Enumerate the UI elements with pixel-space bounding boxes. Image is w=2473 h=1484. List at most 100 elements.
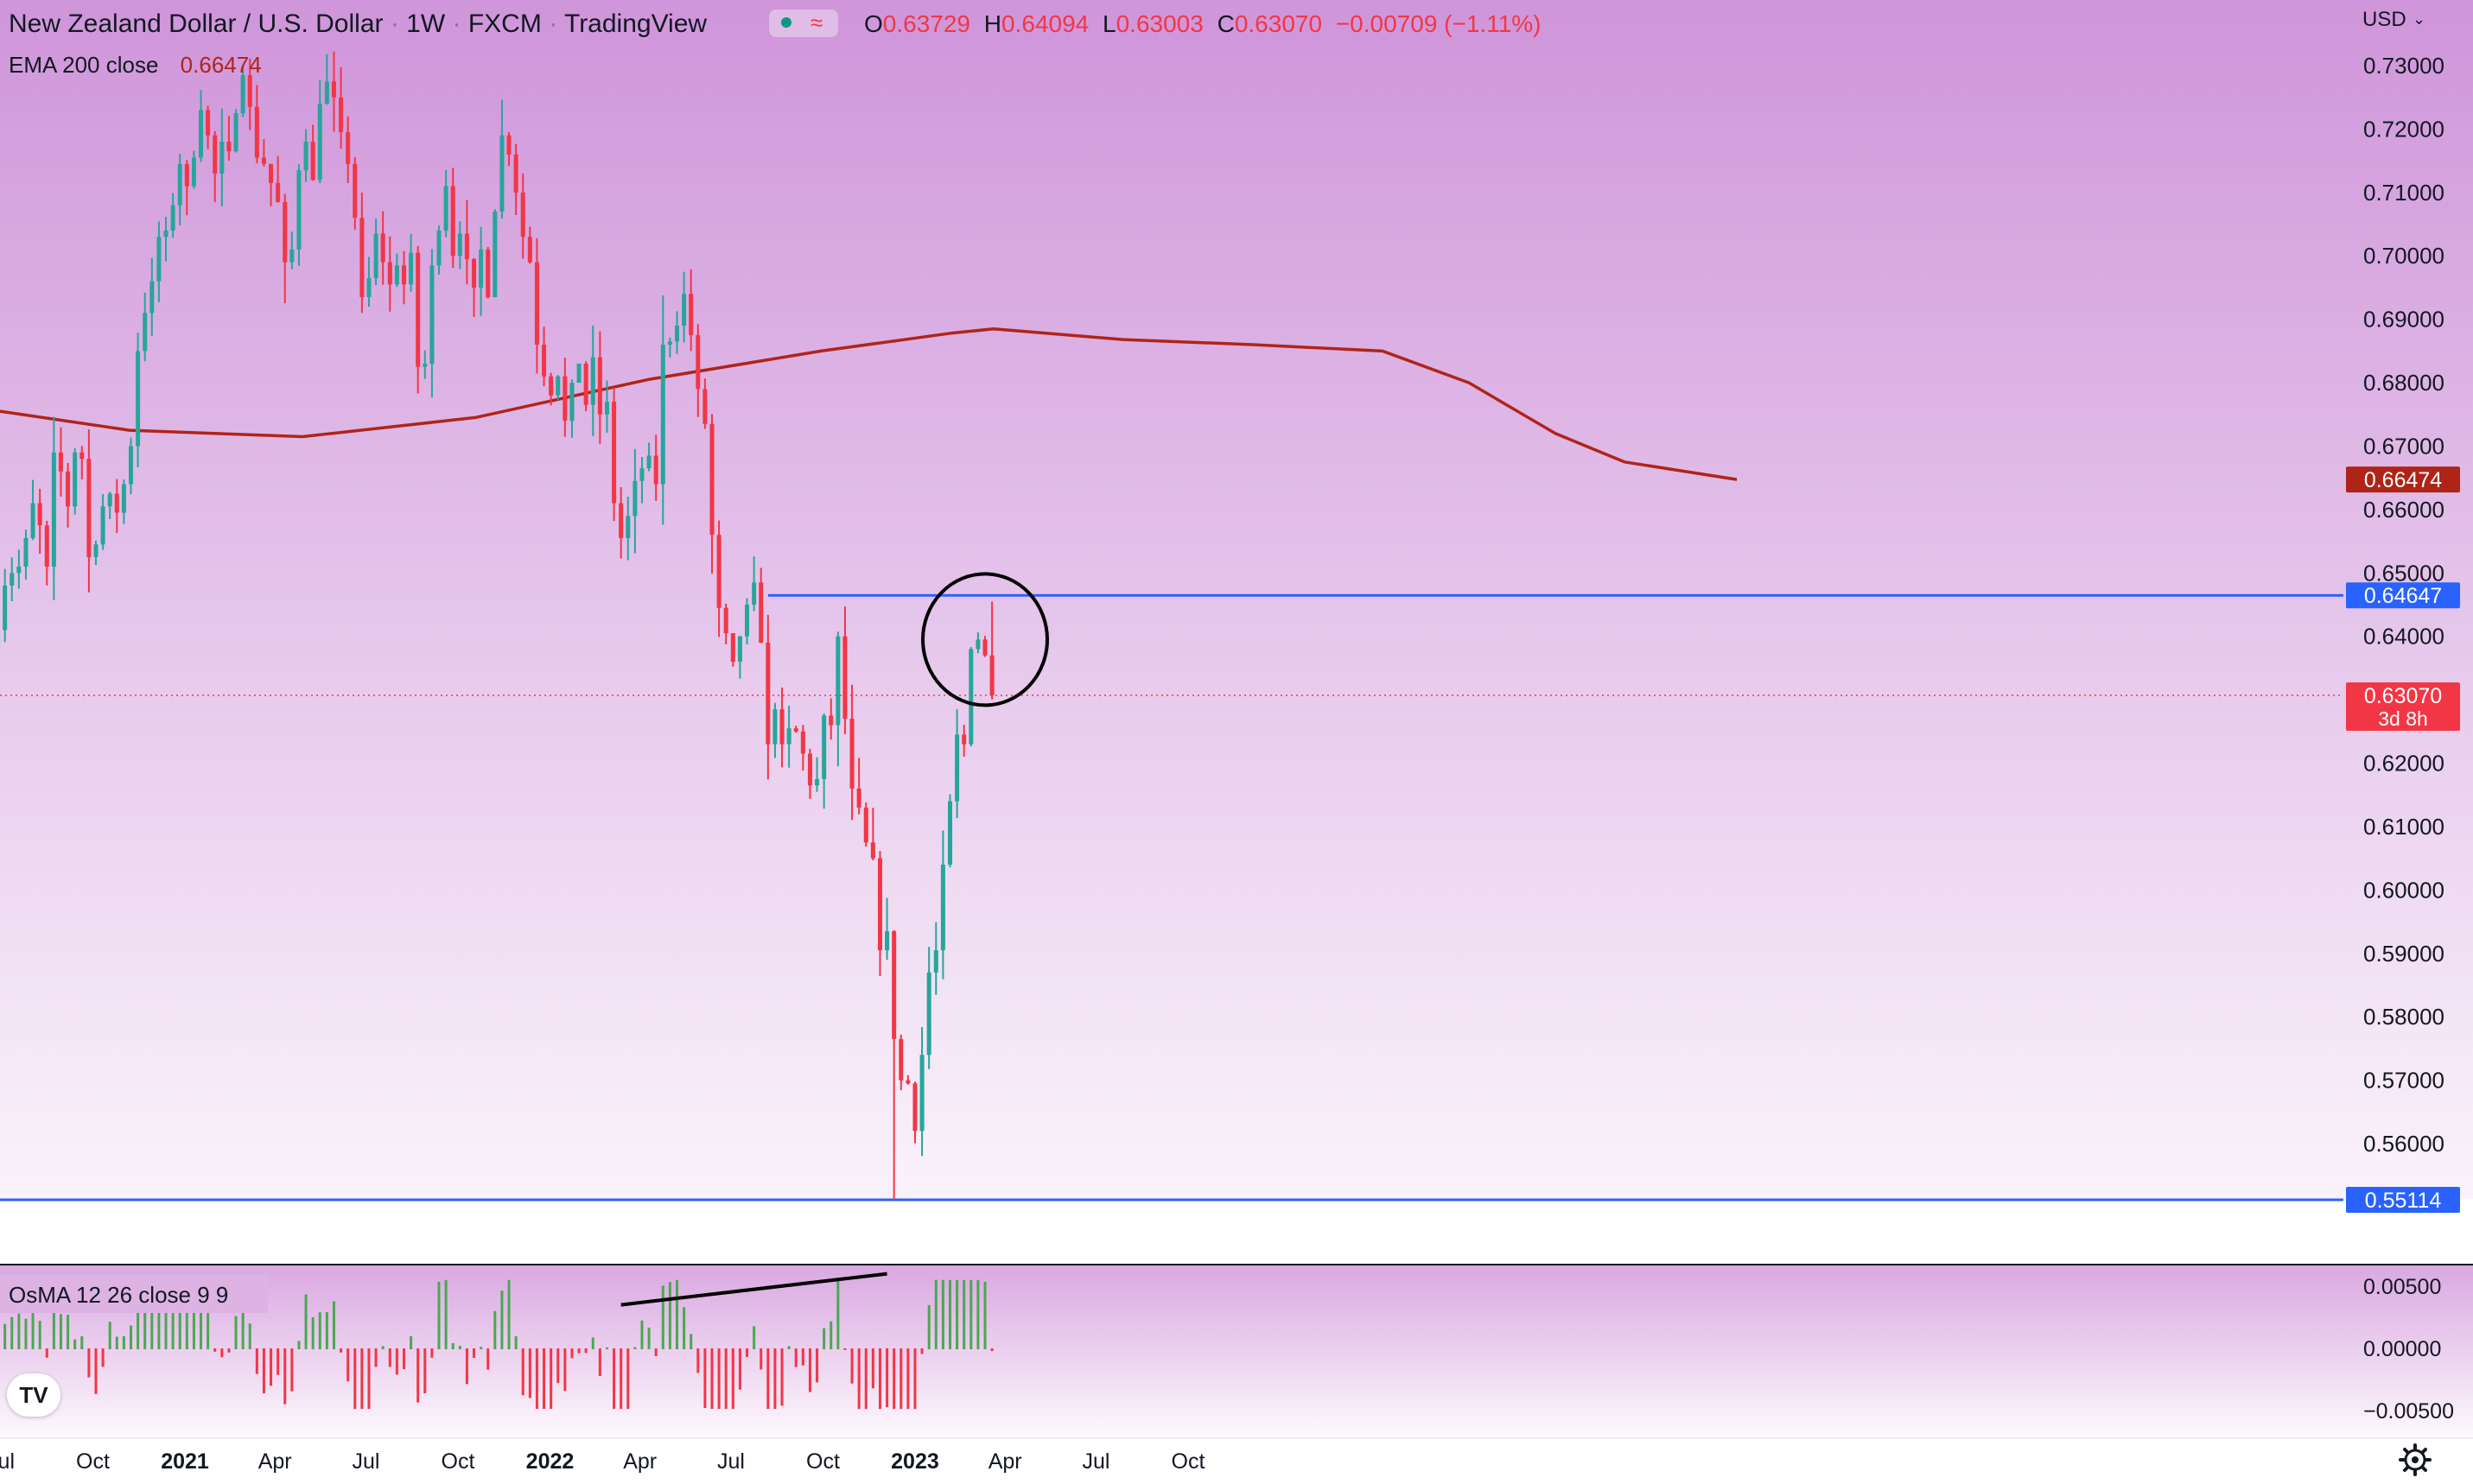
tradingview-logo-icon[interactable]: TV: [7, 1373, 60, 1417]
candle-body: [44, 525, 49, 567]
candle-body: [626, 516, 631, 538]
price-tick-label: 0.70000: [2363, 243, 2444, 269]
candle-body: [682, 294, 687, 326]
candle-body: [534, 262, 539, 346]
time-axis[interactable]: Jul Oct 2021 Apr Jul Oct 2022 Apr Jul Oct 2023 Apr J…: [0, 1449, 1205, 1474]
candle-body: [556, 376, 561, 396]
interval-label[interactable]: 1W: [406, 10, 446, 38]
time-tick-label: Jul: [717, 1449, 745, 1474]
currency-label[interactable]: USD: [2362, 8, 2406, 31]
oscillator-price-axis[interactable]: 0.00500 0.00000 −0.00500: [2363, 1275, 2454, 1424]
candle-body: [380, 233, 385, 263]
candle-body: [269, 163, 274, 183]
price-axis[interactable]: 0.73000 0.72000 0.71000 0.70000 0.69000 0.680…: [2363, 53, 2444, 1157]
time-tick-label: Apr: [623, 1449, 657, 1474]
candle-body: [863, 807, 868, 843]
price-tick-label: 0.68000: [2363, 370, 2444, 396]
candle-body: [353, 163, 358, 219]
candle-body: [849, 719, 855, 789]
price-tick-label: 0.61000: [2363, 814, 2444, 840]
osma-trendline[interactable]: [620, 1272, 887, 1307]
time-tick-label: Jul: [1082, 1449, 1109, 1474]
ohlc-open-value: 0.63729: [883, 10, 970, 37]
candle-body: [877, 858, 882, 951]
candle-body: [30, 503, 35, 538]
osma-tick-label: 0.00500: [2363, 1275, 2441, 1299]
candle-body: [633, 480, 638, 517]
candle-body: [416, 252, 421, 367]
candle-body: [100, 506, 105, 545]
price-tick-label: 0.69000: [2363, 307, 2444, 333]
chevron-down-icon[interactable]: ⌄: [2413, 10, 2425, 28]
candle-body: [576, 364, 582, 384]
candle-body: [906, 1080, 911, 1084]
candle-body: [310, 142, 315, 181]
candle-body: [163, 230, 168, 238]
currency-selector[interactable]: USD ⌄: [2362, 8, 2425, 31]
time-tick-label: Oct: [806, 1449, 840, 1474]
candle-body: [513, 154, 518, 193]
candle-body: [436, 230, 442, 266]
time-tick-label: Oct: [1172, 1449, 1205, 1474]
candle-body: [66, 471, 71, 507]
symbol-title[interactable]: New Zealand Dollar / U.S. Dollar: [9, 10, 384, 38]
candle-body: [766, 643, 771, 745]
osma-histogram: [3, 1279, 994, 1410]
circle-annotation[interactable]: [921, 572, 1049, 707]
candle-body: [752, 582, 757, 605]
candle-body: [213, 135, 218, 174]
candle-body: [93, 544, 99, 557]
candle-body: [822, 715, 827, 779]
candle-body: [926, 972, 931, 1056]
candle-body: [226, 142, 232, 152]
candle-body: [51, 452, 56, 567]
settings-gear-icon[interactable]: [2399, 1443, 2432, 1476]
candle-body: [121, 484, 126, 513]
candle-body: [569, 383, 575, 422]
candle-body: [730, 633, 735, 663]
ema-price-tag-bg: [2346, 466, 2460, 493]
time-tick-label: Oct: [442, 1449, 475, 1474]
last-price-tag-countdown: 3d 8h: [2378, 707, 2428, 730]
candle-body: [191, 157, 196, 187]
candle-body: [443, 186, 448, 231]
osma-legend[interactable]: OsMA 12 26 close 9 9: [0, 1275, 268, 1313]
ema-price-tag: 0.66474: [2364, 468, 2442, 492]
ohlc-change-value: −0.00709 (−1.11%): [1336, 10, 1542, 37]
candle-body: [612, 402, 617, 504]
candle-body: [856, 788, 861, 808]
price-tick-label: 0.64000: [2363, 624, 2444, 650]
candle-body: [885, 931, 890, 951]
candle-body: [479, 249, 484, 288]
candle-body: [450, 186, 455, 257]
candle-body: [520, 192, 525, 238]
candle-body: [339, 97, 344, 133]
support-price-tag: 0.55114: [2365, 1189, 2442, 1213]
candle-body: [892, 931, 897, 1039]
resistance-price-tag-bg: [2346, 582, 2460, 609]
ema-legend-label[interactable]: EMA 200 close: [9, 52, 158, 78]
candle-body: [10, 573, 15, 586]
price-tick-label: 0.60000: [2363, 877, 2444, 903]
candle-body: [674, 325, 680, 342]
ohlc-high-value: 0.64094: [1001, 10, 1089, 37]
price-tick-label: 0.72000: [2363, 116, 2444, 142]
market-status-badge[interactable]: ≈: [769, 10, 838, 37]
candle-body: [969, 649, 974, 745]
main-pane-background: [0, 0, 2473, 1199]
symbol-legend[interactable]: New Zealand Dollar / U.S. Dollar · 1W · …: [9, 10, 1542, 38]
candle-body: [289, 249, 295, 263]
candle-body: [563, 376, 568, 422]
ema-legend[interactable]: EMA 200 close 0.66474: [9, 52, 262, 78]
candle-body: [653, 455, 658, 485]
time-tick-label: 2022: [526, 1449, 575, 1474]
candle-body: [170, 205, 175, 231]
time-tick-label: Jul: [0, 1449, 15, 1474]
drawings[interactable]: [620, 572, 1049, 1307]
candle-body: [745, 605, 750, 637]
candle-body: [759, 582, 764, 644]
candle-body: [716, 535, 722, 608]
candle-body: [696, 335, 701, 390]
osma-legend-label[interactable]: OsMA 12 26 close 9 9: [9, 1282, 228, 1308]
